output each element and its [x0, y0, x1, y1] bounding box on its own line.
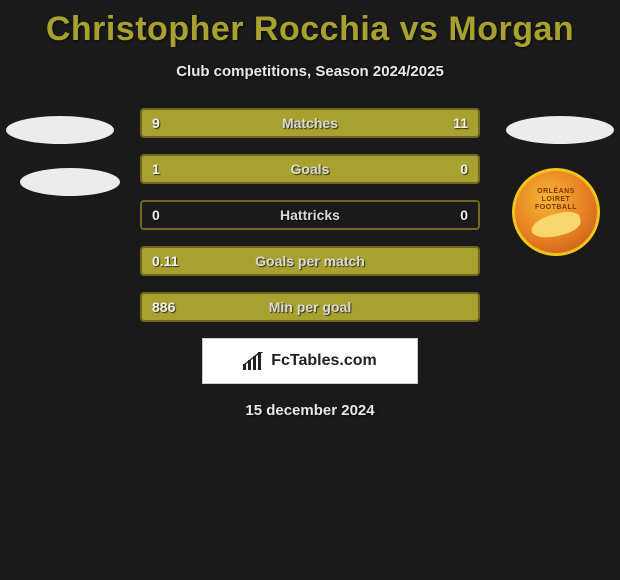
- page-title: Christopher Rocchia vs Morgan: [0, 0, 620, 49]
- metric-label: Hattricks: [142, 202, 478, 228]
- metric-label: Matches: [142, 110, 478, 136]
- date-line: 15 december 2024: [0, 402, 620, 419]
- metric-label: Min per goal: [142, 294, 478, 320]
- metric-row: 886Min per goal: [140, 292, 480, 322]
- player-right-photo-placeholder: [506, 116, 614, 144]
- player-left-photo-placeholder-1: [6, 116, 114, 144]
- metric-row: 1Goals0: [140, 154, 480, 184]
- metric-label: Goals: [142, 156, 478, 182]
- metric-row: 0.11Goals per match: [140, 246, 480, 276]
- metric-right-value: 11: [453, 110, 468, 136]
- club-logo-line-1: ORLÉANS: [537, 188, 575, 196]
- metric-right-value: 0: [460, 202, 468, 228]
- club-logo-line-3: FOOTBALL: [535, 204, 577, 212]
- comparison-content: ORLÉANS LOIRET FOOTBALL 9Matches11 1Goals…: [0, 108, 620, 419]
- metric-right-value: 0: [460, 156, 468, 182]
- club-logo: ORLÉANS LOIRET FOOTBALL: [512, 168, 600, 256]
- club-logo-swoosh-icon: [529, 209, 582, 241]
- comparison-bars: 9Matches111Goals00Hattricks00.11Goals pe…: [140, 108, 480, 322]
- metric-label: Goals per match: [142, 248, 478, 274]
- metric-row: 0Hattricks0: [140, 200, 480, 230]
- player-left-photo-placeholder-2: [20, 168, 120, 196]
- metric-row: 9Matches11: [140, 108, 480, 138]
- brand-text: FcTables.com: [271, 352, 377, 370]
- brand-box: FcTables.com: [202, 338, 418, 384]
- page-subtitle: Club competitions, Season 2024/2025: [0, 63, 620, 80]
- bar-chart-icon: [243, 352, 265, 370]
- club-logo-line-2: LOIRET: [542, 196, 571, 204]
